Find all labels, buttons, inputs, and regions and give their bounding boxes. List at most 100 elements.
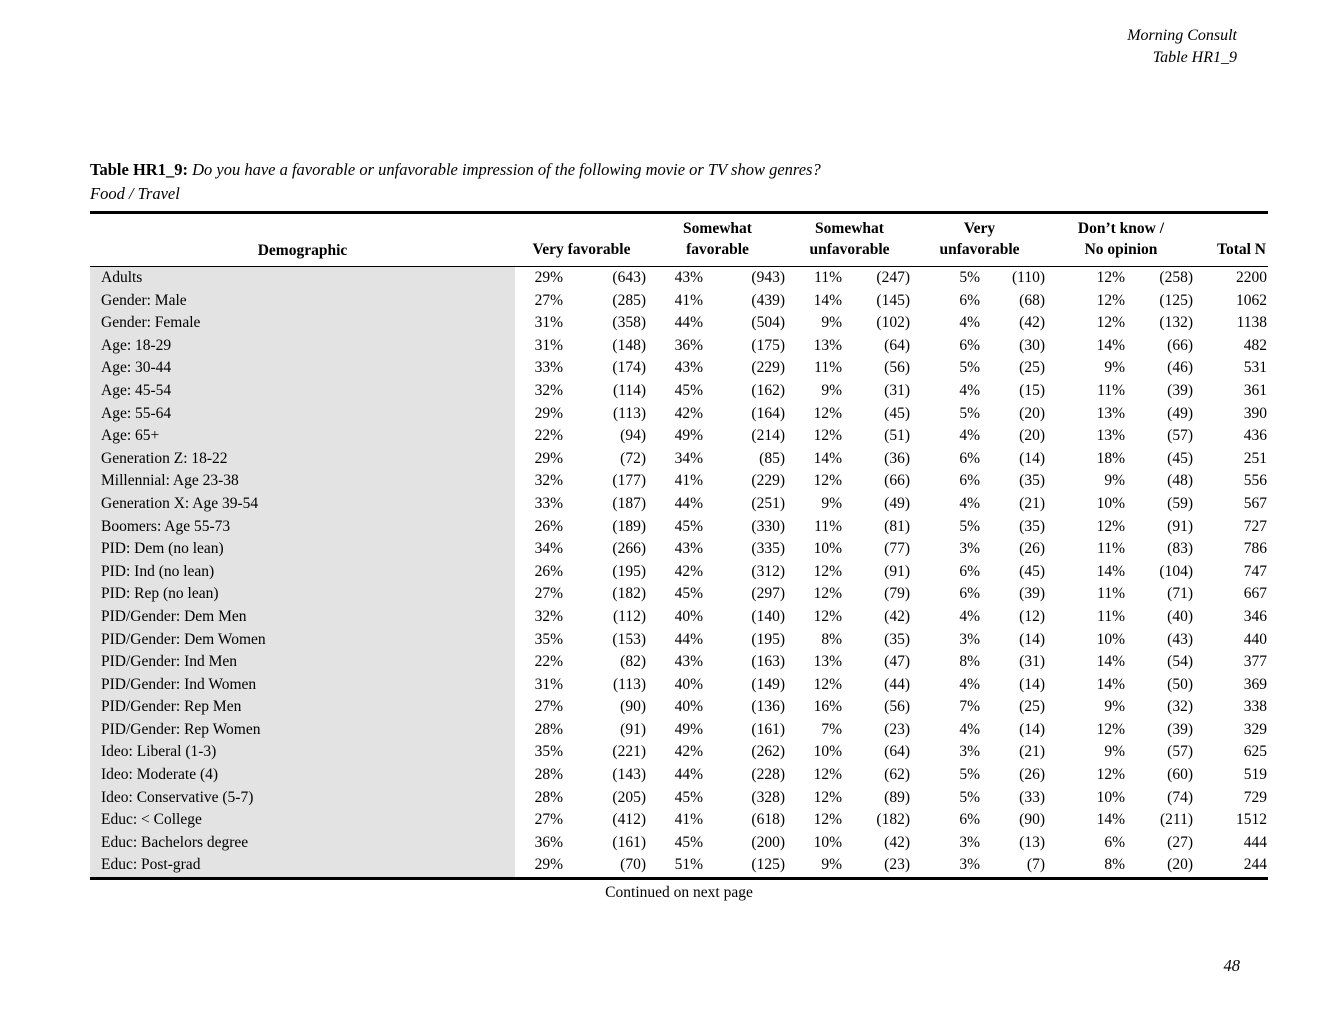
table-top-rule [90,211,1268,214]
table-cell: (21) [1019,743,1045,761]
table-cell: (42) [884,607,910,625]
table-row: Educ: Post-grad 29% (70) 51% (125) 9% (23) 3% (7… [90,854,1268,878]
table-cell: 29% [534,404,563,422]
table-cell: (35) [884,630,910,648]
row-demographic-label: Gender: Male [90,289,515,313]
table-cell: (89) [884,788,910,806]
table-cell: 12% [1096,517,1125,535]
table-cell: (102) [876,314,910,332]
table-cell: (358) [612,314,646,332]
column-header-demographic: Demographic [257,242,348,259]
table-row: Educ: Bachelors degree 36% (161) 45% (200) 10… [90,831,1268,855]
table-cell: 10% [813,833,842,851]
table-cell: 43% [674,540,703,558]
table-cell: 3% [959,856,980,874]
title-label: Table HR1_9: [90,160,188,179]
table-cell: (643) [612,269,646,286]
table-cell: (48) [1167,472,1193,490]
table-cell: 28% [534,788,563,806]
table-cell: 18% [1096,449,1125,467]
table-cell: 440 [1243,630,1267,648]
table-cell: (64) [884,743,910,761]
table-cell: (42) [884,833,910,851]
table-cell: 29% [534,269,563,286]
table-cell: 14% [1096,811,1125,829]
table-cell: (14) [1019,720,1045,738]
table-cell: (618) [751,811,785,829]
title-subtitle: Food / Travel [90,184,180,203]
table-cell: (145) [876,291,910,309]
table-row: Adults 29% (643) 43% (943) 11% (247) 5% (110) 12%… [90,267,1268,290]
column-header-total-n: Total N [1217,241,1266,258]
table-cell: (66) [884,472,910,490]
table-cell: (68) [1019,291,1045,309]
row-demographic-label: Age: 45-54 [90,379,515,403]
table-cell: 10% [813,540,842,558]
table-cell: (412) [612,811,646,829]
table-cell: 16% [813,698,842,716]
table-cell: (104) [1159,562,1193,580]
table-cell: 11% [814,269,842,286]
table-cell: 747 [1243,562,1267,580]
table-row: Ideo: Liberal (1-3) 35% (221) 42% (262) 10% (6… [90,741,1268,765]
table-cell: 12% [1096,314,1125,332]
table-cell: (20) [1167,856,1193,874]
table-row: Generation Z: 18-22 29% (72) 34% (85) 14% (36)… [90,447,1268,471]
table-row: PID/Gender: Dem Women 35% (153) 44% (195) 8% (… [90,628,1268,652]
table-cell: (35) [1019,517,1045,535]
table-cell: (14) [1019,675,1045,693]
table-cell: 3% [959,540,980,558]
table-cell: 33% [534,494,563,512]
table-cell: (32) [1167,698,1193,716]
table-cell: (211) [1160,811,1193,829]
table-cell: 40% [674,698,703,716]
table-cell: 5% [959,766,980,784]
table-cell: (200) [751,833,785,851]
table-header-rule [90,266,1268,267]
table-cell: 6% [959,336,980,354]
table-cell: 369 [1243,675,1267,693]
table-cell: (110) [1012,269,1045,286]
table-cell: 31% [534,336,563,354]
table-row: Age: 55-64 29% (113) 42% (164) 12% (45) 5% (20) 1… [90,402,1268,426]
table-cell: 12% [1096,291,1125,309]
table-cell: (153) [612,630,646,648]
table-cell: (44) [884,675,910,693]
table-cell: (72) [620,449,646,467]
table-cell: (46) [1167,359,1193,377]
table-cell: (56) [884,698,910,716]
table-cell: (35) [1019,472,1045,490]
table-cell: (90) [620,698,646,716]
column-header-somewhat-unfavorable: Somewhat unfavorable [809,220,890,258]
table-cell: (31) [1019,653,1045,671]
table-cell: (91) [1167,517,1193,535]
table-cell: (26) [1019,766,1045,784]
continued-note: Continued on next page [605,884,753,902]
table-row: Age: 30-44 33% (174) 43% (229) 11% (56) 5% (25) 9… [90,357,1268,380]
table-cell: (42) [1019,314,1045,332]
table-row: Gender: Female 31% (358) 44% (504) 9% (102) 4% (… [90,312,1268,335]
table-cell: (161) [751,720,785,738]
table-cell: (20) [1019,427,1045,445]
table-row: PID: Ind (no lean) 26% (195) 42% (312) 12% (91… [90,560,1268,584]
survey-table: Demographic Very favorable Somewhat favo… [90,211,1268,904]
table-cell: (27) [1167,833,1193,851]
table-row: Educ: < College 27% (412) 41% (618) 12% (182) 6… [90,809,1268,832]
table-cell: (56) [884,359,910,377]
table-cell: 41% [674,291,703,309]
table-cell: 5% [959,269,980,286]
table-cell: 42% [674,743,703,761]
table-cell: 8% [959,653,980,671]
table-cell: 14% [1096,562,1125,580]
table-cell: (125) [1159,291,1193,309]
row-demographic-label: Age: 30-44 [90,357,515,380]
table-cell: (439) [751,291,785,309]
table-cell: 12% [813,585,842,603]
table-cell: 6% [959,562,980,580]
table-cell: 13% [813,336,842,354]
table-cell: (187) [612,494,646,512]
table-cell: (258) [1159,269,1193,286]
table-cell: 44% [674,314,703,332]
row-demographic-label: Age: 55-64 [90,402,515,426]
table-reference: Table HR1_9 [1152,49,1237,66]
